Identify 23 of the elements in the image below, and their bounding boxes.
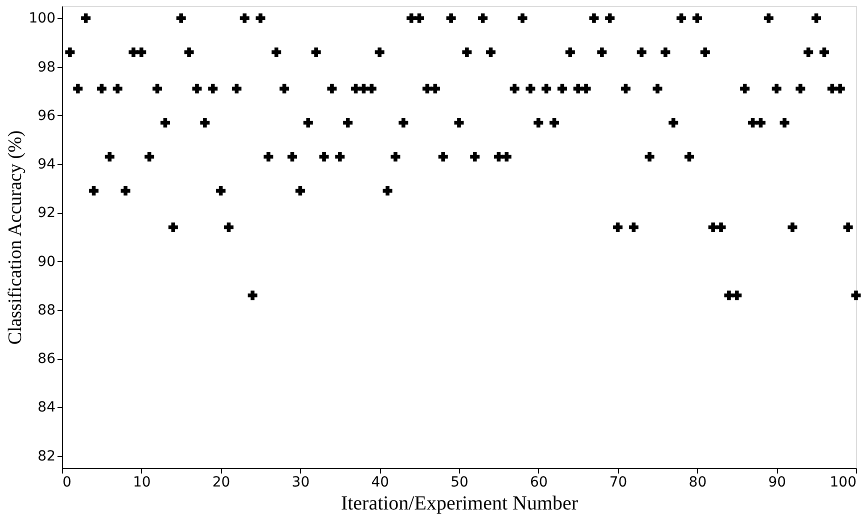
y-tick-label: 82 <box>38 448 56 464</box>
y-tick-label: 96 <box>38 108 56 124</box>
x-tick-label: 10 <box>132 474 151 490</box>
y-tick-label: 88 <box>38 302 56 318</box>
y-tick-label: 94 <box>38 156 56 173</box>
y-tick-label: 92 <box>38 205 56 222</box>
x-tick-label: 100 <box>830 474 856 490</box>
y-tick-label: 90 <box>38 254 56 270</box>
y-tick-label: 86 <box>38 351 56 368</box>
x-tick-label: 50 <box>450 474 468 490</box>
x-tick-label: 80 <box>688 474 707 490</box>
x-tick-label: 30 <box>292 474 310 490</box>
x-tick-label: 60 <box>530 474 548 490</box>
x-tick-label: 40 <box>371 474 390 490</box>
y-axis-title: Classification Accuracy (%) <box>4 130 26 345</box>
x-tick-label: 20 <box>212 474 230 490</box>
y-tick-label: 98 <box>38 59 56 76</box>
y-tick-label: 100 <box>28 10 56 27</box>
y-tick-label: 84 <box>38 400 56 416</box>
x-tick-label: 90 <box>768 474 786 490</box>
x-axis-title: Iteration/Experiment Number <box>340 492 578 514</box>
x-tick-label: 70 <box>609 474 628 490</box>
x-tick-label: 0 <box>62 474 72 490</box>
